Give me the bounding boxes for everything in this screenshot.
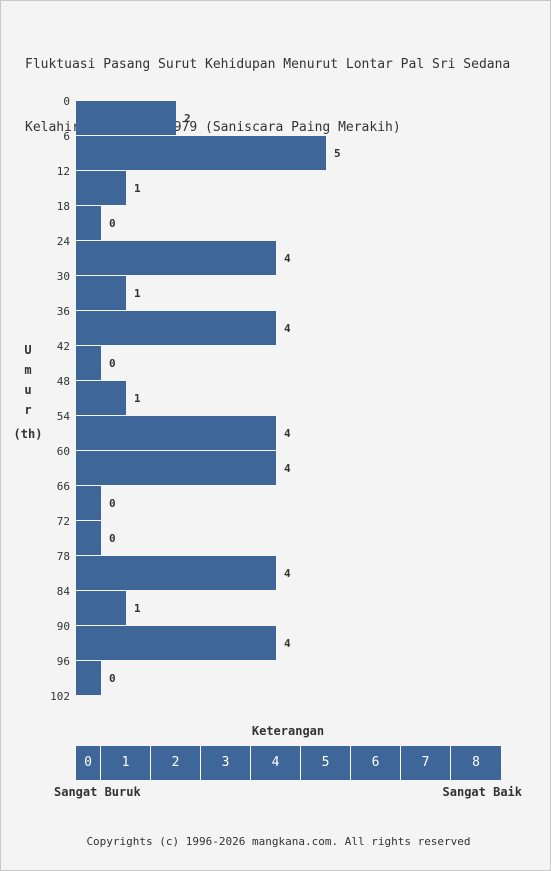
bar: [76, 206, 101, 240]
y-tick-label: 24: [57, 235, 71, 248]
chart-title: Fluktuasi Pasang Surut Kehidupan Menurut…: [25, 12, 510, 159]
bar: [76, 241, 276, 275]
bar-value-label: 1: [134, 182, 141, 195]
bar-value-label: 1: [134, 392, 141, 405]
bar: [76, 521, 101, 555]
bar: [76, 626, 276, 660]
bar-value-label: 0: [109, 217, 116, 230]
y-axis-label-char-1: U: [24, 343, 32, 357]
legend-left-label: Sangat Buruk: [54, 785, 141, 799]
y-tick-label: 66: [57, 480, 70, 493]
bar-value-label: 4: [284, 427, 291, 440]
y-axis-label-unit: (th): [13, 427, 43, 441]
y-tick-label: 12: [57, 165, 70, 178]
legend-cell: 6: [351, 746, 401, 780]
y-axis-label: U m u r (th): [13, 340, 43, 442]
bar: [76, 416, 276, 450]
y-tick-label: 84: [57, 585, 71, 598]
bar-value-label: 0: [109, 497, 116, 510]
bar: [76, 556, 276, 590]
bar-value-label: 2: [184, 112, 191, 125]
bar-value-label: 4: [284, 462, 291, 475]
footer-copyright: Copyrights (c) 1996-2026 mangkana.com. A…: [86, 835, 471, 848]
y-tick-label: 48: [57, 375, 70, 388]
y-tick-label: 42: [57, 340, 70, 353]
y-axis-label-char-3: u: [24, 383, 32, 397]
y-axis-label-char-2: m: [24, 363, 32, 377]
y-tick-label: 36: [57, 305, 70, 318]
y-tick-label: 30: [57, 270, 70, 283]
bar: [76, 276, 126, 310]
bar-value-label: 1: [134, 602, 141, 615]
bar-value-label: 0: [109, 532, 116, 545]
y-tick-label: 78: [57, 550, 70, 563]
bar: [76, 381, 126, 415]
bar-value-label: 4: [284, 637, 291, 650]
bar: [76, 661, 101, 695]
legend-cell: 7: [401, 746, 451, 780]
bar: [76, 136, 326, 170]
title-line-1: Fluktuasi Pasang Surut Kehidupan Menurut…: [25, 57, 511, 72]
bar: [76, 591, 126, 625]
bar: [76, 451, 276, 485]
bar-value-label: 4: [284, 322, 291, 335]
bar-value-label: 4: [284, 567, 291, 580]
bar: [76, 311, 276, 345]
legend-cell: 1: [101, 746, 151, 780]
bar: [76, 171, 126, 205]
legend-cell: 8: [451, 746, 501, 780]
bar: [76, 346, 101, 380]
y-tick-label: 90: [57, 620, 70, 633]
y-tick-label: 60: [57, 445, 70, 458]
bar-value-label: 4: [284, 252, 291, 265]
legend-right-label: Sangat Baik: [442, 785, 522, 799]
legend-cell: 0: [76, 746, 101, 780]
bar: [76, 486, 101, 520]
y-tick-label: 6: [63, 130, 70, 143]
y-tick-label: 72: [57, 515, 70, 528]
bar-value-label: 0: [109, 357, 116, 370]
legend-cell: 2: [151, 746, 201, 780]
y-tick-label: 102: [50, 690, 70, 703]
legend-title: Keterangan: [251, 724, 325, 738]
legend-cell: 3: [201, 746, 251, 780]
y-tick-label: 96: [57, 655, 70, 668]
legend-cell: 4: [251, 746, 301, 780]
bar-value-label: 5: [334, 147, 341, 160]
y-tick-label: 0: [63, 95, 70, 108]
bar-value-label: 1: [134, 287, 141, 300]
y-axis-label-char-4: r: [24, 403, 32, 417]
y-tick-label: 18: [57, 200, 70, 213]
bar: [76, 101, 176, 135]
legend-cell: 5: [301, 746, 351, 780]
bar-value-label: 0: [109, 672, 116, 685]
y-tick-label: 54: [57, 410, 71, 423]
